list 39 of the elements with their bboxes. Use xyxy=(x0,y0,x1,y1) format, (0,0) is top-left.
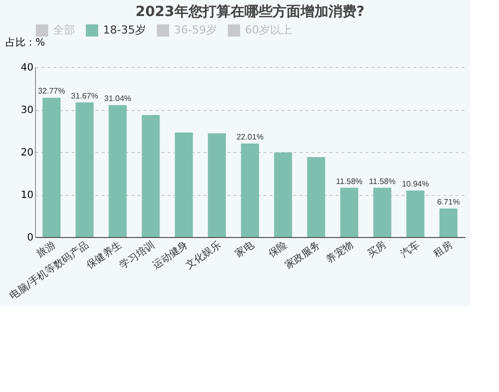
x-tick-label: 汽车 xyxy=(398,238,422,260)
bar xyxy=(439,208,458,237)
data-label: 31.04% xyxy=(104,94,132,104)
bar xyxy=(307,157,326,237)
data-label: 10.94% xyxy=(402,180,429,189)
x-tick-label: 家电 xyxy=(233,238,256,260)
legend-label: 36-59岁 xyxy=(174,23,217,36)
bar xyxy=(174,132,193,237)
data-label: 32.77% xyxy=(38,86,66,96)
data-label: 6.71% xyxy=(437,197,460,206)
bar xyxy=(108,105,127,237)
bar xyxy=(373,188,392,237)
x-tick-label: 买房 xyxy=(365,238,389,260)
bar xyxy=(208,133,226,237)
y-tick-label: 10 xyxy=(20,190,34,201)
bar xyxy=(76,102,94,237)
y-tick-label: 0 xyxy=(27,232,34,244)
x-tick-label: 保险 xyxy=(266,238,290,260)
data-label: 22.01% xyxy=(236,132,264,142)
chart-title: 2023年您打算在哪些方面增加消费? xyxy=(135,3,365,20)
x-tick-label: 旅游 xyxy=(34,238,58,260)
bar xyxy=(406,190,424,237)
legend-label: 全部 xyxy=(53,23,75,36)
data-label: 11.58% xyxy=(336,176,363,186)
y-tick-label: 20 xyxy=(20,148,34,158)
bar xyxy=(42,98,61,237)
x-tick-label: 养宠物 xyxy=(324,238,356,266)
x-tick-label: 租房 xyxy=(432,238,455,260)
legend-label: 60岁以上 xyxy=(245,23,292,36)
bar xyxy=(340,188,358,237)
legend-label: 18-35岁 xyxy=(103,23,146,36)
y-axis-title: 占比：% xyxy=(6,36,46,48)
data-label: 31.67% xyxy=(71,91,98,100)
bar xyxy=(142,115,160,237)
bar xyxy=(274,152,292,237)
y-tick-label: 40 xyxy=(20,62,34,74)
bar xyxy=(241,143,259,237)
y-tick-label: 30 xyxy=(20,105,34,116)
data-label: 11.58% xyxy=(369,176,396,186)
